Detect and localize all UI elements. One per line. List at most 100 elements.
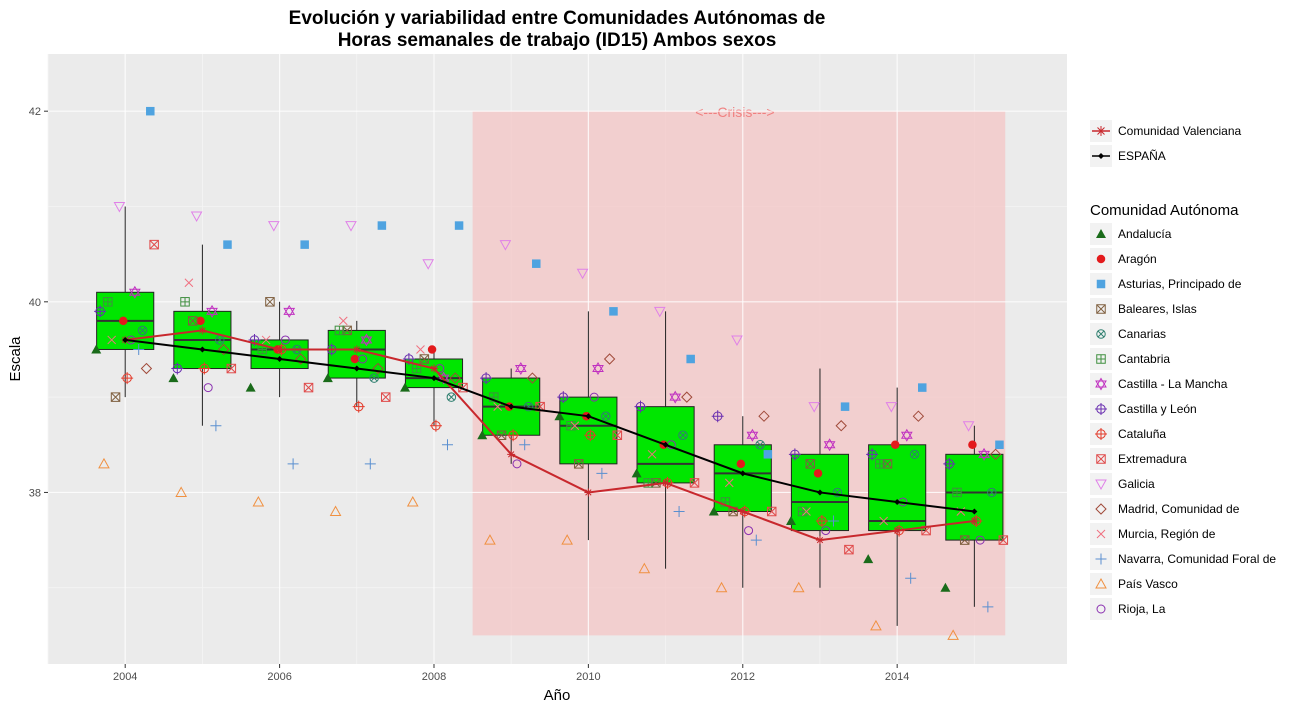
legend-key-marker	[1098, 153, 1104, 159]
data-point	[885, 402, 898, 413]
marker-shape	[792, 581, 805, 593]
data-point	[792, 581, 805, 593]
data-point	[360, 333, 373, 347]
y-axis-title: Escala	[7, 336, 24, 382]
data-point	[821, 526, 831, 536]
marker-shape	[110, 392, 121, 402]
data-point	[303, 382, 314, 393]
box	[559, 396, 618, 465]
marker-shape	[107, 335, 117, 345]
legend-label: Madrid, Comunidad de	[1118, 502, 1240, 516]
marker-shape	[808, 402, 821, 413]
marker-shape	[350, 354, 360, 364]
data-point	[300, 240, 309, 249]
marker-shape	[815, 536, 824, 545]
y-axis: 38 40 42	[29, 106, 48, 499]
data-point	[168, 373, 179, 383]
marker-shape	[98, 457, 110, 469]
marker-shape	[661, 478, 670, 487]
marker-shape	[890, 440, 900, 450]
legend-key-marker	[1096, 229, 1106, 238]
marker-shape	[223, 240, 232, 249]
marker-shape	[912, 410, 925, 422]
data-point	[570, 421, 580, 431]
espana-point	[199, 346, 206, 353]
marker-cross	[352, 400, 365, 413]
marker-shape	[631, 468, 642, 478]
y-tick-label: 38	[29, 487, 41, 499]
marker-shape	[265, 297, 275, 307]
marker-cross	[911, 450, 918, 458]
legend-key-bg	[1090, 573, 1112, 595]
marker-cross	[1096, 304, 1106, 314]
legend-label: ESPAÑA	[1118, 149, 1166, 163]
valenciana-point	[738, 507, 747, 516]
data-point	[446, 392, 457, 402]
legend-label: Aragón	[1118, 252, 1157, 266]
marker-shape-2	[978, 450, 990, 461]
legend-key-marker	[1096, 304, 1106, 314]
legend-label: Navarra, Comunidad Foral de	[1118, 552, 1276, 566]
data-point	[952, 487, 962, 498]
marker-shape	[377, 221, 387, 230]
marker-shape	[1095, 503, 1107, 515]
legend-label: Andalucía	[1118, 227, 1172, 241]
data-point	[295, 353, 307, 365]
data-point	[107, 335, 117, 345]
espana-point	[816, 489, 823, 496]
legend-key-marker	[1095, 428, 1107, 440]
marker-shape-2	[669, 393, 682, 404]
data-point	[419, 354, 430, 364]
espana-point	[353, 365, 360, 372]
data-point	[673, 506, 685, 517]
data-point	[98, 457, 110, 469]
marker-shape	[329, 505, 342, 516]
marker-cross	[943, 457, 956, 470]
data-point	[499, 240, 512, 251]
data-point	[631, 468, 642, 478]
legend-label: Rioja, La	[1118, 602, 1166, 616]
marker-shape	[190, 211, 203, 223]
data-point	[943, 457, 956, 470]
marker-cross	[689, 478, 700, 488]
marker-cross	[844, 545, 854, 555]
data-point	[900, 428, 913, 442]
marker-shape	[427, 345, 437, 354]
marker-shape	[736, 459, 746, 469]
legend-label: Canarias	[1118, 327, 1166, 341]
data-point	[736, 459, 746, 469]
marker-shape	[406, 495, 419, 507]
data-point	[184, 278, 194, 288]
marker-shape-2	[592, 365, 604, 376]
valenciana-line	[125, 329, 975, 542]
marker-shape	[596, 467, 608, 479]
marker-shape	[840, 402, 850, 411]
marker-shape	[175, 486, 188, 497]
marker-shape	[802, 507, 811, 516]
marker-cross	[507, 429, 520, 442]
marker-shape	[416, 345, 425, 354]
marker-shape	[245, 382, 256, 392]
data-point	[149, 239, 159, 250]
legend: Comunidad Valenciana ESPAÑA Comunidad Autó…	[1090, 120, 1276, 620]
marker-cross	[866, 448, 879, 461]
marker-shape	[715, 581, 728, 593]
marker-shape	[217, 343, 230, 356]
marker-shape	[1098, 153, 1104, 159]
marker-shape	[364, 458, 376, 470]
data-point	[113, 202, 126, 213]
data-point	[875, 459, 885, 469]
marker-cross	[188, 316, 198, 326]
data-point	[322, 373, 333, 383]
data-point	[788, 448, 801, 461]
marker-shape	[430, 375, 437, 382]
marker-cross	[612, 430, 622, 440]
data-point	[103, 297, 113, 307]
data-point	[400, 382, 411, 392]
marker-shape	[603, 353, 616, 365]
marker-shape	[345, 221, 357, 232]
marker-cross	[574, 459, 584, 469]
x-tick-label: 2014	[885, 671, 909, 683]
marker-shape	[1095, 577, 1107, 589]
marker-shape	[971, 508, 978, 515]
